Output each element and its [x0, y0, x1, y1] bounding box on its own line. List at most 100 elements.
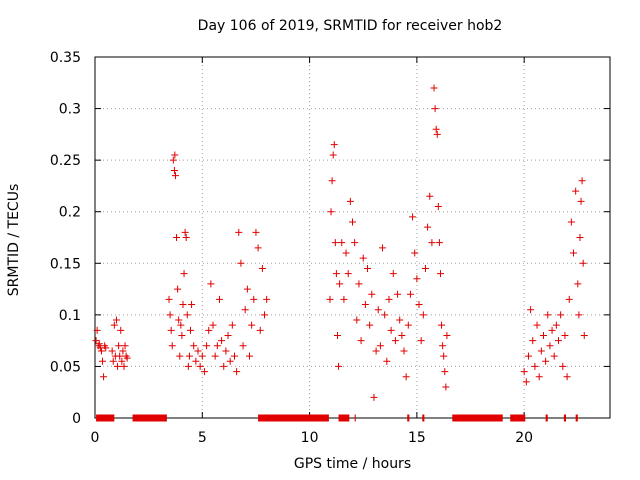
data-point-0-110 — [374, 306, 382, 314]
data-point-0-0 — [92, 337, 100, 345]
data-point-0-7 — [100, 373, 108, 381]
data-point-0-105 — [364, 264, 372, 272]
data-point-0-141 — [435, 239, 443, 247]
data-point-0-146 — [441, 368, 449, 376]
data-point-0-57 — [209, 321, 217, 329]
data-point-0-84 — [327, 208, 335, 216]
data-point-0-139 — [433, 130, 441, 138]
data-point-0-46 — [186, 326, 194, 334]
data-point-0-180 — [580, 331, 588, 339]
data-point-0-37 — [177, 321, 185, 329]
data-point-0-167 — [559, 362, 567, 370]
data-point-0-33 — [173, 234, 181, 241]
data-point-0-142 — [436, 270, 444, 278]
data-point-0-160 — [544, 311, 552, 319]
data-point-0-98 — [349, 218, 356, 226]
data-point-0-40 — [180, 270, 188, 278]
data-point-0-62 — [220, 362, 228, 370]
data-point-0-113 — [381, 311, 389, 319]
data-point-0-147 — [442, 383, 450, 391]
x-tick-label-3: 15 — [408, 430, 426, 446]
data-point-0-179 — [579, 259, 587, 267]
data-point-0-95 — [342, 249, 350, 257]
data-point-0-79 — [256, 326, 264, 334]
data-point-0-150 — [522, 378, 530, 386]
data-point-0-85 — [328, 177, 336, 185]
data-point-0-51 — [196, 362, 204, 370]
data-point-0-52 — [198, 352, 206, 360]
data-point-0-166 — [557, 311, 565, 319]
data-point-0-87 — [330, 141, 338, 149]
data-point-0-94 — [340, 295, 348, 303]
data-point-0-135 — [428, 239, 436, 247]
data-point-0-20 — [119, 347, 127, 355]
data-point-0-153 — [529, 337, 537, 345]
data-point-0-30 — [170, 166, 178, 174]
data-point-0-137 — [431, 105, 439, 113]
x-axis-label: GPS time / hours — [293, 456, 412, 472]
y-tick-label-2: 0.1 — [59, 308, 81, 324]
data-point-0-165 — [555, 337, 562, 345]
data-point-0-64 — [224, 331, 232, 339]
data-point-0-72 — [241, 306, 249, 314]
x-tick-label-2: 10 — [301, 430, 319, 446]
data-point-0-115 — [385, 295, 393, 303]
data-point-0-28 — [168, 342, 176, 350]
data-point-0-55 — [205, 326, 213, 334]
data-point-0-151 — [524, 352, 532, 360]
data-point-0-34 — [174, 285, 182, 293]
data-point-0-26 — [166, 311, 174, 319]
data-point-0-6 — [99, 357, 107, 365]
data-point-0-134 — [426, 192, 434, 200]
data-point-0-126 — [409, 213, 417, 221]
data-point-0-73 — [243, 285, 251, 293]
data-point-0-45 — [185, 352, 193, 360]
data-point-0-163 — [550, 352, 558, 360]
data-point-0-124 — [404, 321, 412, 329]
data-point-0-117 — [389, 270, 397, 278]
data-point-0-158 — [539, 331, 547, 339]
data-point-0-78 — [254, 244, 262, 252]
data-point-0-63 — [222, 347, 230, 355]
y-tick-label-4: 0.2 — [59, 205, 81, 221]
data-point-0-35 — [175, 316, 183, 324]
data-point-0-148 — [443, 331, 451, 339]
data-point-0-120 — [396, 316, 404, 324]
data-point-0-59 — [213, 342, 221, 350]
data-point-0-123 — [402, 373, 410, 381]
data-point-0-71 — [239, 342, 247, 350]
data-point-0-49 — [192, 357, 200, 365]
data-point-0-58 — [211, 352, 219, 360]
x-tick-label-1: 5 — [198, 430, 207, 446]
data-point-0-82 — [263, 295, 271, 303]
data-point-0-11 — [109, 357, 117, 365]
data-point-0-66 — [228, 321, 236, 329]
data-point-0-144 — [439, 342, 447, 350]
data-point-0-155 — [533, 321, 541, 329]
data-point-0-121 — [398, 331, 406, 339]
data-point-0-54 — [203, 342, 211, 350]
data-point-0-89 — [332, 270, 340, 278]
data-point-0-9 — [102, 344, 110, 352]
data-point-0-92 — [336, 280, 344, 288]
data-point-0-108 — [370, 393, 378, 401]
x-tick-label-0: 0 — [91, 430, 100, 446]
data-point-0-119 — [394, 290, 402, 298]
data-point-0-122 — [400, 347, 408, 355]
data-point-0-3 — [95, 340, 103, 348]
data-point-0-61 — [218, 337, 226, 345]
data-point-0-60 — [215, 295, 223, 303]
data-point-0-99 — [351, 239, 359, 247]
data-point-0-88 — [331, 239, 339, 247]
data-point-0-70 — [237, 259, 245, 267]
data-point-0-19 — [118, 357, 126, 365]
data-point-0-16 — [115, 342, 123, 350]
data-point-0-69 — [235, 228, 243, 236]
data-point-0-91 — [335, 362, 343, 370]
data-point-0-43 — [183, 311, 191, 319]
data-point-0-112 — [379, 244, 387, 252]
data-point-0-44 — [184, 362, 192, 370]
data-point-0-12 — [110, 321, 118, 329]
y-tick-label-3: 0.15 — [50, 256, 81, 272]
data-point-0-130 — [417, 337, 425, 345]
